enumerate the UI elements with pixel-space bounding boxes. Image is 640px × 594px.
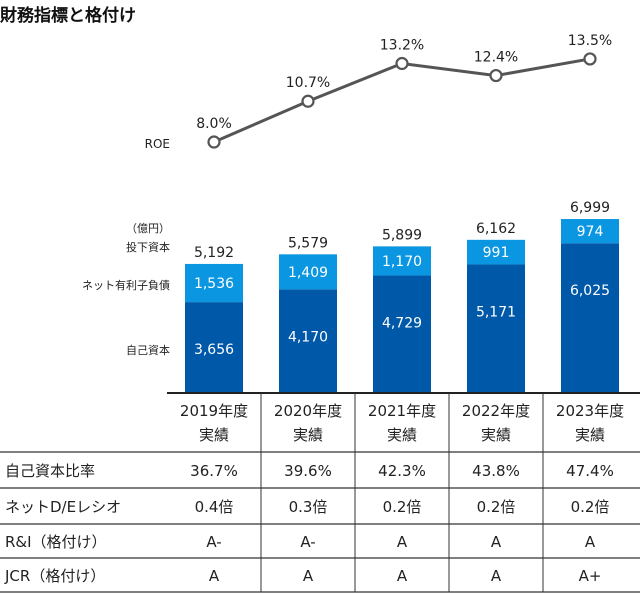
bar-net-debt (467, 239, 525, 265)
table-cell: A (397, 533, 408, 551)
table-cell: A- (300, 533, 315, 551)
bar-equity (561, 243, 619, 393)
roe-data-label: 10.7% (286, 75, 330, 91)
bar-net-debt-label: 1,536 (194, 276, 234, 292)
table-cell: 0.3倍 (289, 498, 328, 516)
column-header-year: 2019年度 (180, 402, 248, 420)
column-header-year: 2023年度 (556, 402, 624, 420)
table-cell: A (303, 567, 314, 585)
table-row-label: JCR（格付け） (4, 567, 105, 585)
roe-point (207, 135, 221, 149)
column-header-year: 2022年度 (462, 402, 530, 420)
bar-net-debt-label: 1,170 (382, 254, 422, 270)
bar-equity-label: 4,170 (288, 329, 328, 345)
table-cell: 47.4% (566, 462, 614, 480)
table-cell: A+ (579, 567, 602, 585)
page-title: 財務指標と格付け (0, 5, 136, 26)
table-cell: 42.3% (378, 462, 426, 480)
bar-net-debt-label: 1,409 (288, 265, 328, 281)
roe-point (583, 52, 597, 66)
table-row-label: R&I（格付け） (5, 533, 107, 551)
column-header-year: 2020年度 (274, 402, 342, 420)
bar-equity-label: 3,656 (194, 342, 234, 358)
column-header-sub: 実績 (481, 426, 511, 444)
table-cell: 0.2倍 (571, 498, 610, 516)
table-cell: 36.7% (190, 462, 238, 480)
bar-equity-label: 6,025 (570, 283, 610, 299)
table-cell: A (209, 567, 220, 585)
column-header-sub: 実績 (199, 426, 229, 444)
table-cell: A (585, 533, 596, 551)
column-header-sub: 実績 (575, 426, 605, 444)
bar-net-debt (561, 219, 619, 244)
roe-point (489, 68, 503, 83)
bar-net-debt (279, 254, 337, 290)
table-cell: 0.4倍 (195, 498, 234, 516)
table-cell: A (491, 533, 502, 551)
column-header-year: 2021年度 (368, 402, 436, 420)
bar-total-label: 5,579 (288, 235, 328, 251)
bar-equity (373, 275, 431, 393)
roe-data-label: 13.2% (380, 37, 424, 53)
roe-data-label: 8.0% (196, 116, 232, 132)
bar-total-label: 5,899 (382, 227, 422, 243)
bar-total-label: 5,192 (194, 245, 234, 261)
bar-net-debt-label: 991 (483, 245, 510, 261)
table-row-label: ネットD/Eレシオ (5, 498, 121, 516)
roe-data-label: 12.4% (474, 50, 518, 66)
bar-equity (185, 302, 243, 393)
bar-net-debt (185, 263, 243, 303)
roe-data-label: 13.5% (568, 33, 612, 49)
unit-label: （億円） (126, 222, 170, 235)
bar-equity (467, 264, 525, 393)
roe-label: ROE (145, 137, 170, 151)
table-cell: 39.6% (284, 462, 332, 480)
roe-point (395, 56, 409, 71)
table-cell: A- (206, 533, 221, 551)
roe-point (301, 94, 315, 108)
table-cell: A (397, 567, 408, 585)
total-label: 投下資本 (126, 240, 170, 254)
table-row-label: 自己資本比率 (5, 462, 95, 480)
bar-net-debt-label: 974 (577, 224, 604, 240)
column-header-sub: 実績 (387, 426, 417, 444)
bar-equity-label: 4,729 (382, 315, 422, 331)
bar-net-debt (373, 246, 431, 276)
table-cell: A (491, 567, 502, 585)
net-debt-label: ネット有利子負債 (82, 278, 170, 292)
bar-total-label: 6,999 (570, 200, 610, 216)
column-header-sub: 実績 (293, 426, 323, 444)
roe-line (213, 57, 591, 144)
bar-total-label: 6,162 (476, 221, 516, 237)
bar-equity (279, 289, 337, 393)
table-cell: 0.2倍 (383, 498, 422, 516)
table-cell: 0.2倍 (477, 498, 516, 516)
equity-label: 自己資本 (126, 343, 170, 357)
table-cell: 43.8% (472, 462, 520, 480)
bar-equity-label: 5,171 (476, 304, 516, 320)
